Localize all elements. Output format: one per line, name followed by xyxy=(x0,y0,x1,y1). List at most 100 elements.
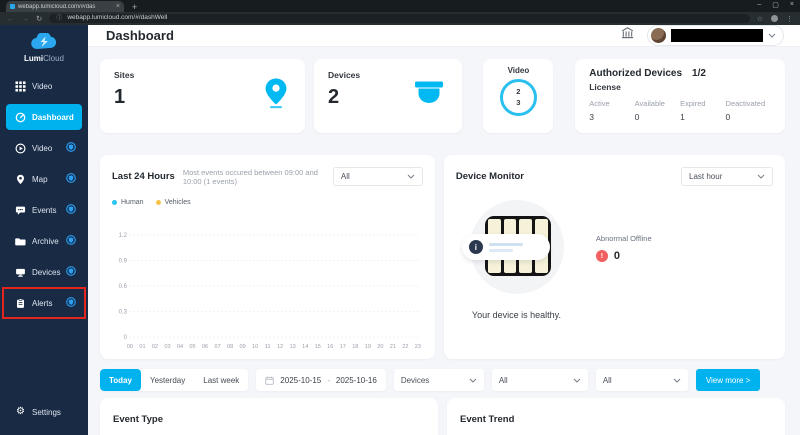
chevron-down-icon xyxy=(757,174,765,179)
user-menu[interactable] xyxy=(647,25,784,46)
device-health-illustration: i xyxy=(461,200,564,294)
svg-text:0.9: 0.9 xyxy=(119,258,128,264)
sidebar-item-video-wall[interactable]: Video xyxy=(6,73,82,99)
device-monitor-title: Device Monitor xyxy=(455,171,524,182)
url-bar[interactable]: ⓘ webapp.lumicloud.com/#/dashWell xyxy=(49,14,750,23)
alert-exclamation-icon: ! xyxy=(595,250,608,262)
filter-select-all-1[interactable]: All xyxy=(491,369,588,391)
new-tab-button[interactable]: + xyxy=(132,2,138,12)
profile-icon[interactable] xyxy=(771,15,778,22)
browser-menu-icon[interactable]: ⋮ xyxy=(786,15,793,23)
period-button-group: Today Yesterday Last week xyxy=(100,369,249,391)
favicon xyxy=(10,4,15,9)
devices-label: Devices xyxy=(327,70,361,80)
url-text: webapp.lumicloud.com/#/dashWell xyxy=(67,14,168,22)
chevron-down-icon xyxy=(407,174,415,179)
app-logo: LumiCloud xyxy=(0,25,88,73)
clipboard-icon xyxy=(15,297,26,309)
dashboard-icon xyxy=(15,112,26,123)
browser-toolbar: ← → ↻ ⓘ webapp.lumicloud.com/#/dashWell … xyxy=(0,12,800,25)
back-icon[interactable]: ← xyxy=(7,13,15,23)
logo-text: LumiCloud xyxy=(23,54,64,63)
svg-text:22: 22 xyxy=(402,344,408,350)
device-healthy-text: Your device is healthy. xyxy=(471,310,561,320)
avatar xyxy=(651,28,666,43)
window-maximize-icon[interactable]: ▢ xyxy=(772,2,779,9)
svg-text:17: 17 xyxy=(340,344,346,350)
location-pin-icon xyxy=(263,78,289,115)
monitor-icon xyxy=(15,267,26,278)
chevron-down-icon xyxy=(673,378,681,383)
filter-bar: Today Yesterday Last week 2025-10-15 - 2… xyxy=(100,369,785,391)
sidebar-item-devices[interactable]: Devices xyxy=(6,259,82,285)
sidebar-item-video[interactable]: Video xyxy=(6,135,82,161)
window-close-icon[interactable]: × xyxy=(789,1,794,8)
today-button[interactable]: Today xyxy=(100,369,141,391)
svg-text:0.6: 0.6 xyxy=(119,284,128,290)
abnormal-offline-label: Abnormal Offline xyxy=(595,234,652,243)
chevron-down-icon xyxy=(573,378,581,383)
sidebar-item-alerts[interactable]: Alerts xyxy=(2,287,86,319)
video-card: Video 2 3 xyxy=(483,59,554,133)
video-count-top: 2 xyxy=(516,87,521,97)
device-monitor-range-select[interactable]: Last hour xyxy=(681,167,773,186)
username-redacted xyxy=(671,29,763,42)
license-label: License xyxy=(589,82,621,92)
authorized-title: Authorized Devices xyxy=(589,68,683,79)
svg-text:16: 16 xyxy=(327,344,333,350)
authorized-devices-card: Authorized Devices 1/2 License Active 3 … xyxy=(575,59,785,133)
video-count-bottom: 3 xyxy=(516,97,521,107)
svg-text:00: 00 xyxy=(127,344,133,350)
sidebar-item-archive[interactable]: Archive xyxy=(6,228,82,254)
filter-select-all-2[interactable]: All xyxy=(595,369,688,391)
svg-text:13: 13 xyxy=(290,344,296,350)
authorized-ratio: 1/2 xyxy=(692,68,706,79)
svg-text:10: 10 xyxy=(252,344,258,350)
devices-card: Devices 2 xyxy=(313,59,462,133)
event-type-title: Event Type xyxy=(113,414,163,425)
last-week-button[interactable]: Last week xyxy=(203,375,240,385)
last-24-hours-title: Last 24 Hours xyxy=(112,171,175,182)
map-pin-icon xyxy=(15,174,26,185)
svg-text:07: 07 xyxy=(214,344,220,350)
shield-badge-icon xyxy=(66,201,76,219)
tab-close-icon[interactable]: × xyxy=(115,3,120,10)
svg-text:0: 0 xyxy=(124,335,128,341)
tab-strip: webapp.lumicloud.com/#/das × + – ▢ × xyxy=(0,0,800,12)
shield-badge-icon xyxy=(66,294,76,312)
sites-card: Sites 1 xyxy=(100,59,305,133)
yesterday-button[interactable]: Yesterday xyxy=(149,375,186,385)
reload-icon[interactable]: ↻ xyxy=(36,13,43,23)
info-icon: i xyxy=(468,240,483,254)
bookmark-star-icon[interactable]: ☆ xyxy=(756,15,763,23)
chevron-down-icon xyxy=(469,378,477,383)
svg-text:05: 05 xyxy=(189,344,195,350)
sidebar-item-map[interactable]: Map xyxy=(6,166,82,192)
svg-text:08: 08 xyxy=(227,344,233,350)
devices-value: 2 xyxy=(327,86,340,108)
sidebar-item-settings[interactable]: ⚙ Settings xyxy=(16,406,61,417)
forward-icon[interactable]: → xyxy=(21,13,30,23)
organization-icon[interactable] xyxy=(620,26,635,45)
view-more-button[interactable]: View more > xyxy=(695,369,761,391)
svg-text:21: 21 xyxy=(390,344,396,350)
chat-bubble-icon xyxy=(15,205,26,216)
site-info-icon[interactable]: ⓘ xyxy=(56,15,63,22)
stats-row: Sites 1 Devices 2 Video xyxy=(100,59,785,133)
event-type-filter-select[interactable]: All xyxy=(332,167,423,186)
browser-chrome: webapp.lumicloud.com/#/das × + – ▢ × ← →… xyxy=(0,0,800,25)
sidebar-item-events[interactable]: Events xyxy=(6,197,82,223)
shield-badge-icon xyxy=(66,170,76,188)
svg-text:09: 09 xyxy=(240,344,246,350)
svg-text:02: 02 xyxy=(152,344,158,350)
events-line-chart: 0 0.3 0.6 0.9 1.2 00 01 02 03 04 05 06 07 08 09 10 11 12 1… xyxy=(112,206,423,351)
svg-text:19: 19 xyxy=(365,344,371,350)
sidebar-item-dashboard[interactable]: Dashboard xyxy=(6,104,82,130)
devices-filter-select[interactable]: Devices xyxy=(393,369,484,391)
date-range-input[interactable]: 2025-10-15 - 2025-10-16 xyxy=(256,369,386,391)
svg-text:04: 04 xyxy=(177,344,183,350)
license-col-expired: Expired 1 xyxy=(680,99,706,122)
browser-tab[interactable]: webapp.lumicloud.com/#/das × xyxy=(6,1,124,12)
window-minimize-icon[interactable]: – xyxy=(757,1,762,8)
shield-badge-icon xyxy=(66,263,77,281)
